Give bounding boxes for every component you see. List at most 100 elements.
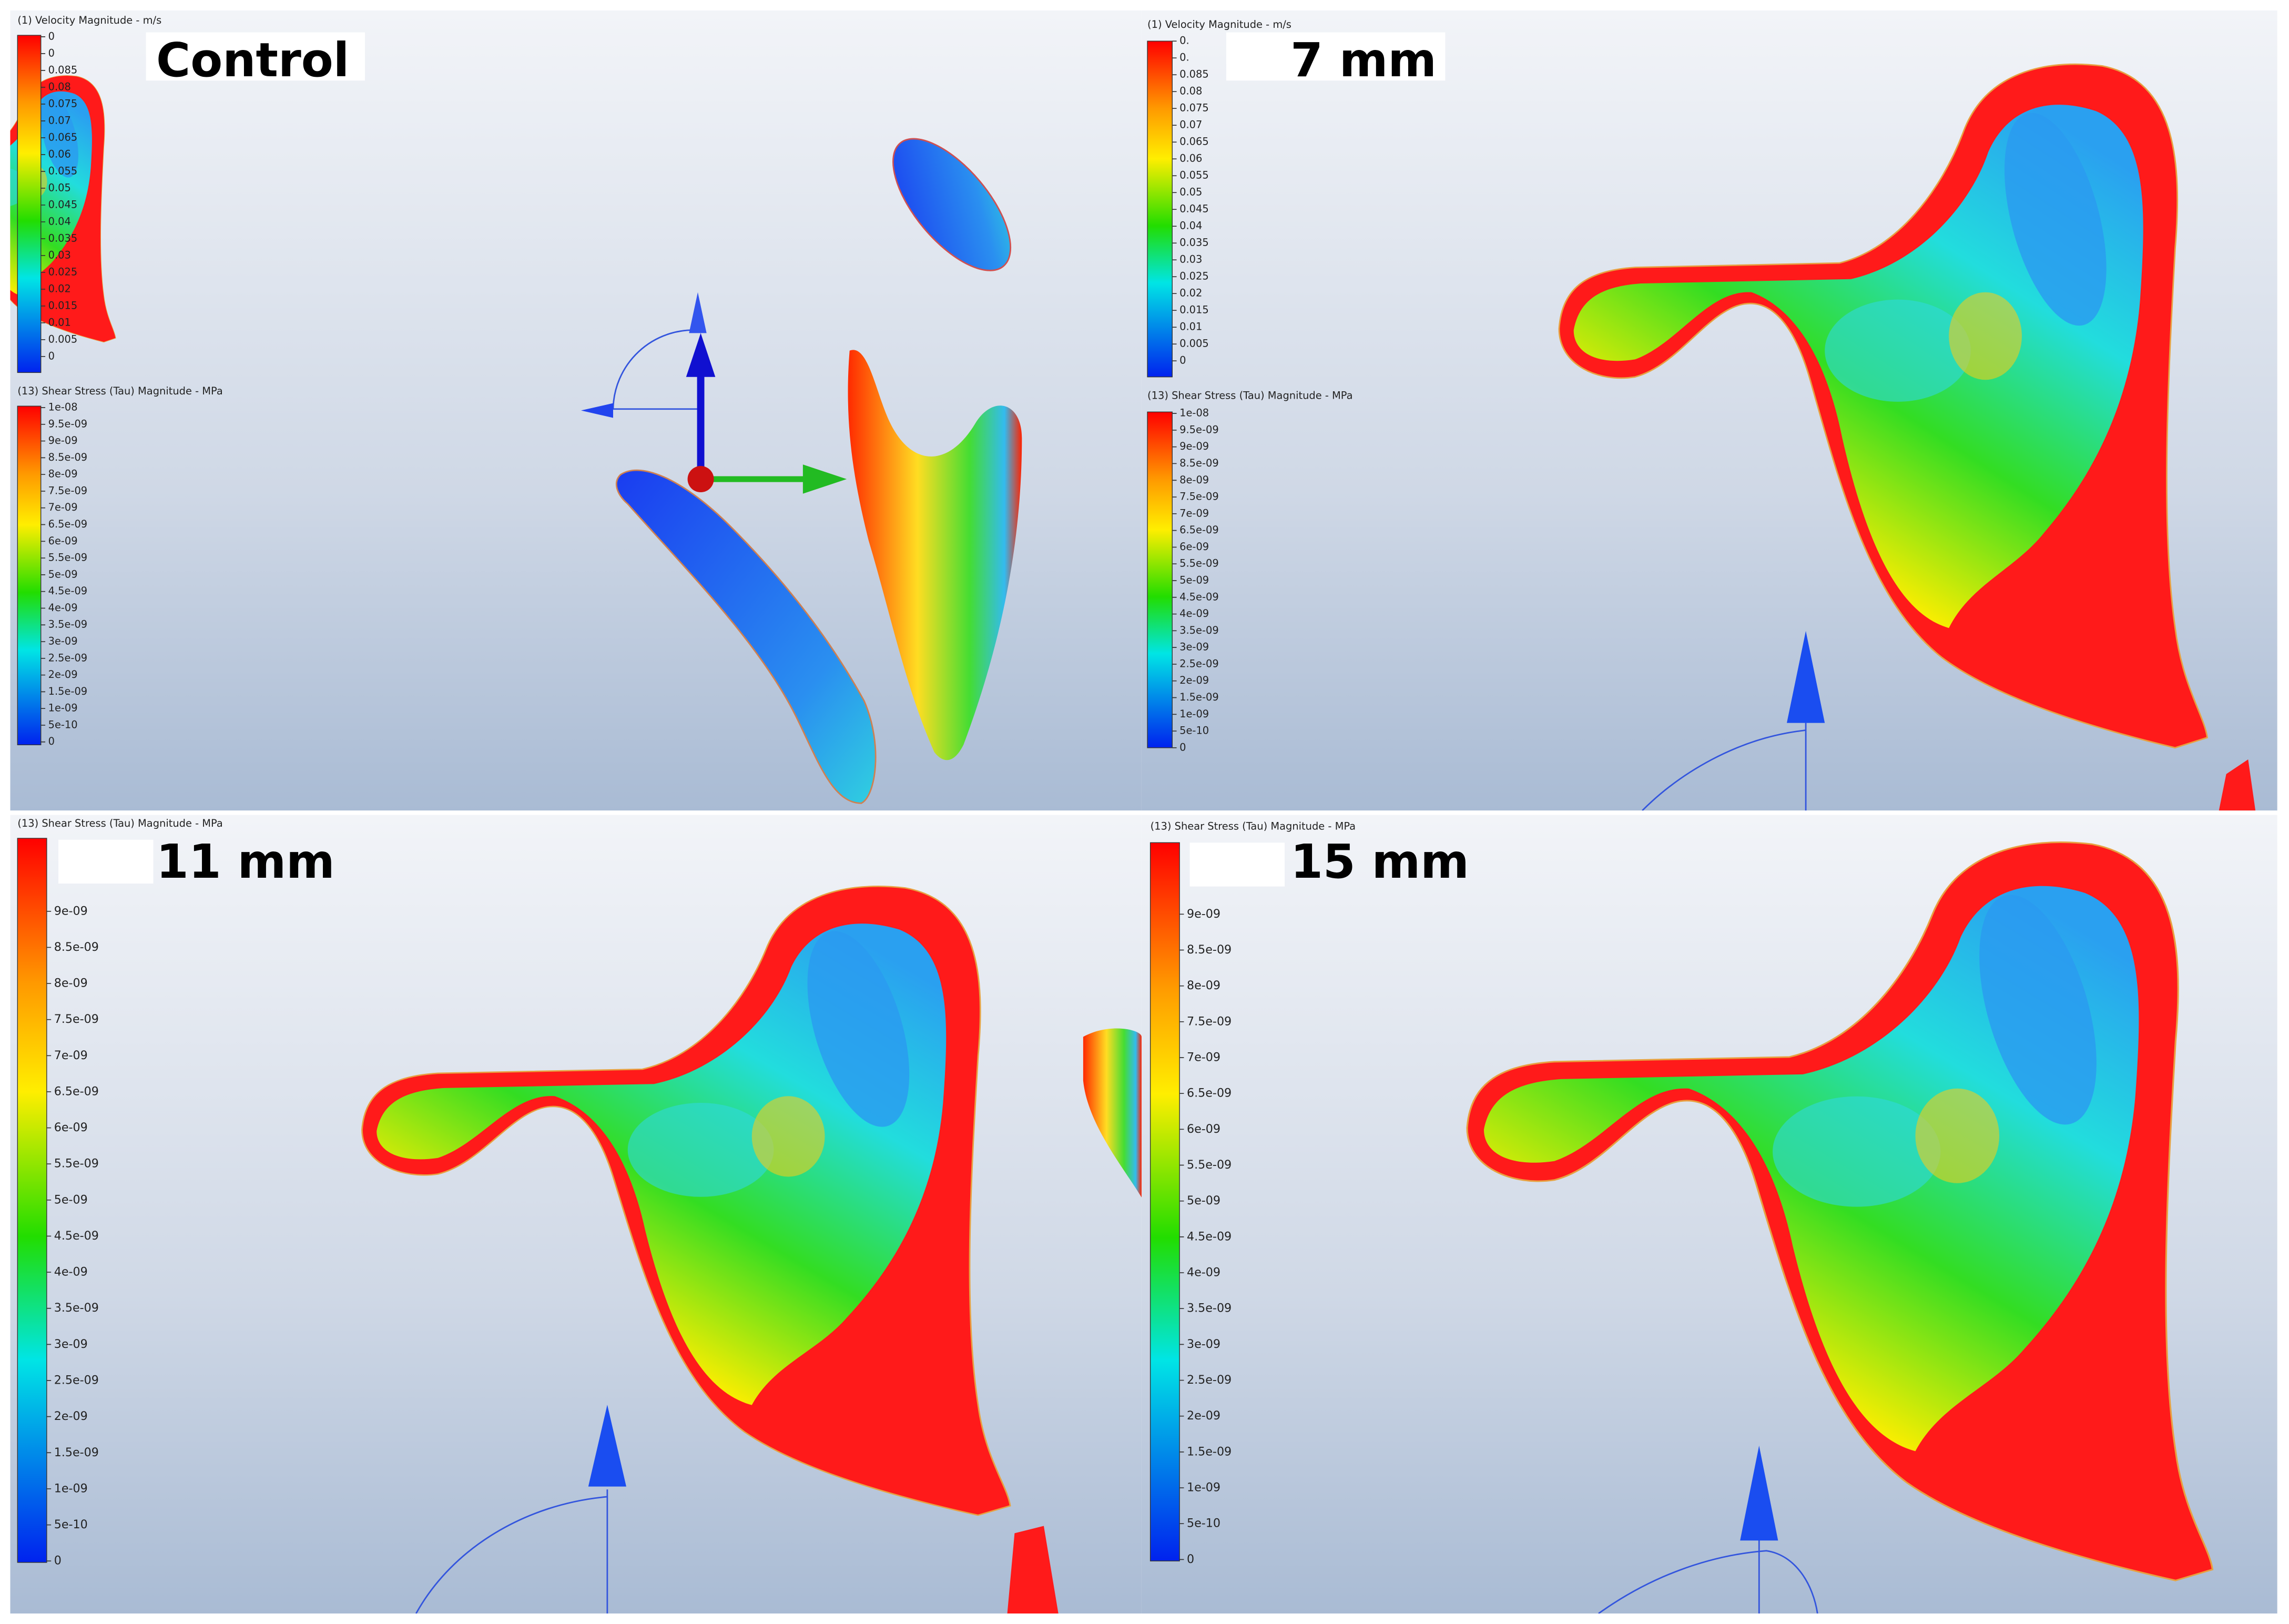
tick-label: 4.5e-09 xyxy=(1179,591,1219,603)
tick-label: 9.5e-09 xyxy=(1179,423,1219,435)
tick-label: 0.085 xyxy=(48,64,78,76)
tick-label: 0 xyxy=(48,47,55,59)
panel: 9e-09 8.5e-09 8e-09 7.5e-09 7e-09 6.5e-09 6e-0… xyxy=(10,815,1142,1614)
tick-label: 0.005 xyxy=(48,333,78,345)
tick-label: 0 xyxy=(1187,1552,1194,1566)
legend-title: (13) Shear Stress (Tau) Magnitude - MPa xyxy=(1147,389,1352,401)
tick-label: 0.06 xyxy=(1179,153,1202,165)
tick-label: 0.02 xyxy=(48,282,71,295)
tick-label: 2e-09 xyxy=(1179,674,1209,686)
tick-label: 6.5e-09 xyxy=(1179,524,1219,536)
tick-label: 0 xyxy=(48,350,55,362)
panel: 0 0 0.085 0.08 0.075 0.07 0.065 0.06 0.055 0.05 0.… xyxy=(10,10,1142,811)
tick-label: 5.5e-09 xyxy=(1179,557,1219,570)
tick-label: 8e-09 xyxy=(48,468,78,480)
color-bar xyxy=(1149,842,1180,1561)
tick-label: 0.055 xyxy=(1179,169,1209,181)
tick-label: 6e-09 xyxy=(1179,541,1209,553)
panel-label: Control xyxy=(156,33,349,87)
tick-label: 6e-09 xyxy=(54,1121,88,1134)
tick-label: 0.025 xyxy=(48,266,78,278)
tick-label: 0.08 xyxy=(48,80,71,93)
tick-label: 0.04 xyxy=(48,215,71,227)
tick-label: 0.05 xyxy=(48,181,71,194)
tick-label: 2.5e-09 xyxy=(1179,657,1219,669)
tick-label: 5e-09 xyxy=(1187,1194,1220,1207)
tick-label: 4.5e-09 xyxy=(54,1229,99,1243)
tick-label: 5e-10 xyxy=(48,718,78,730)
tick-label: 7e-09 xyxy=(1187,1051,1220,1064)
tick-label: 6.5e-09 xyxy=(48,518,88,530)
tick-label: 0 xyxy=(48,735,55,747)
tick-label: 1.5e-09 xyxy=(48,685,88,697)
tick-label: 7e-09 xyxy=(48,501,78,513)
tick-label: 4.5e-09 xyxy=(1187,1230,1232,1243)
tick-label: 7e-09 xyxy=(54,1049,88,1062)
tick-label: 2.5e-09 xyxy=(48,652,88,664)
tick-label: 9.5e-09 xyxy=(48,418,88,430)
tick-label: 0.07 xyxy=(48,114,71,126)
tick-label: 2e-09 xyxy=(1187,1409,1220,1423)
tick-label: 5e-10 xyxy=(1179,725,1209,737)
tick-label: 8.5e-09 xyxy=(1187,943,1232,957)
tick-label: 9e-09 xyxy=(1179,440,1209,452)
color-bar xyxy=(17,35,42,373)
tick-label: 0.005 xyxy=(1179,338,1209,350)
tick-label: 8.5e-09 xyxy=(54,940,99,954)
tick-label: 4e-09 xyxy=(54,1265,88,1279)
tick-label: 0.025 xyxy=(1179,270,1209,282)
tick-label: 1e-09 xyxy=(48,702,78,714)
tick-label: 7.5e-09 xyxy=(1187,1014,1232,1028)
tick-label: 0.035 xyxy=(1179,237,1209,249)
tick-label: 6e-09 xyxy=(48,535,78,547)
tick-label: 0.075 xyxy=(1179,102,1209,114)
tick-label: 4.5e-09 xyxy=(48,585,88,597)
blob xyxy=(892,138,1012,271)
tick-label: 0.045 xyxy=(48,198,78,210)
tick-label: 0.065 xyxy=(1179,136,1209,148)
tick-label: 4e-09 xyxy=(48,602,78,614)
color-bar xyxy=(17,405,42,745)
color-bar xyxy=(1147,40,1173,378)
tick-label: 3e-09 xyxy=(54,1337,88,1351)
tick-label: 5.5e-09 xyxy=(48,552,88,564)
tick-label: 2e-09 xyxy=(54,1409,88,1423)
legend-title: (13) Shear Stress (Tau) Magnitude - MPa xyxy=(1151,820,1356,832)
tick-label: 5e-09 xyxy=(48,568,78,580)
tick-label: 2e-09 xyxy=(48,668,78,681)
tick-label: 0.035 xyxy=(48,232,78,244)
tick-label: 1.5e-09 xyxy=(54,1446,99,1459)
tick-label: 3e-09 xyxy=(1187,1337,1220,1351)
tick-label: 0.01 xyxy=(1179,321,1202,333)
tick-label: 1e-09 xyxy=(1179,708,1209,720)
tick-label: 0.07 xyxy=(1179,119,1202,131)
tick-label: 3.5e-09 xyxy=(48,618,88,631)
tick-label: 0.01 xyxy=(48,316,71,328)
tick-label: 0.03 xyxy=(1179,253,1202,266)
tick-label: 0.075 xyxy=(48,97,78,109)
tick-label: 2.5e-09 xyxy=(1187,1373,1232,1387)
tick-label: 6.5e-09 xyxy=(1187,1087,1232,1100)
tick-label: 8e-09 xyxy=(1187,979,1220,992)
tick-label: 7e-09 xyxy=(1179,507,1209,519)
tick-label: 9e-09 xyxy=(48,434,78,446)
tick-label: 1e-09 xyxy=(1187,1481,1220,1495)
tick-label: 3.5e-09 xyxy=(1179,624,1219,636)
tick-label: 0.05 xyxy=(1179,186,1202,198)
tick-label: 3.5e-09 xyxy=(1187,1302,1232,1315)
tick-label: 7.5e-09 xyxy=(48,484,88,496)
panel-label: 7 mm xyxy=(1290,33,1437,87)
tick-label: 0.065 xyxy=(48,131,78,143)
tick-label: 5e-10 xyxy=(1187,1517,1220,1530)
panel-label: 11 mm xyxy=(156,835,335,889)
tick-label: 8e-09 xyxy=(54,977,88,990)
tick-label: 9e-09 xyxy=(1187,907,1220,921)
legend-title: (13) Shear Stress (Tau) Magnitude - MPa xyxy=(17,817,222,829)
tick-label: 9e-09 xyxy=(54,904,88,918)
tick-label: 5e-09 xyxy=(54,1193,88,1206)
tick-label: 0.08 xyxy=(1179,85,1202,97)
blob xyxy=(848,350,1022,760)
tick-label: 5.5e-09 xyxy=(54,1157,99,1171)
tick-label: 4e-09 xyxy=(1179,607,1209,620)
